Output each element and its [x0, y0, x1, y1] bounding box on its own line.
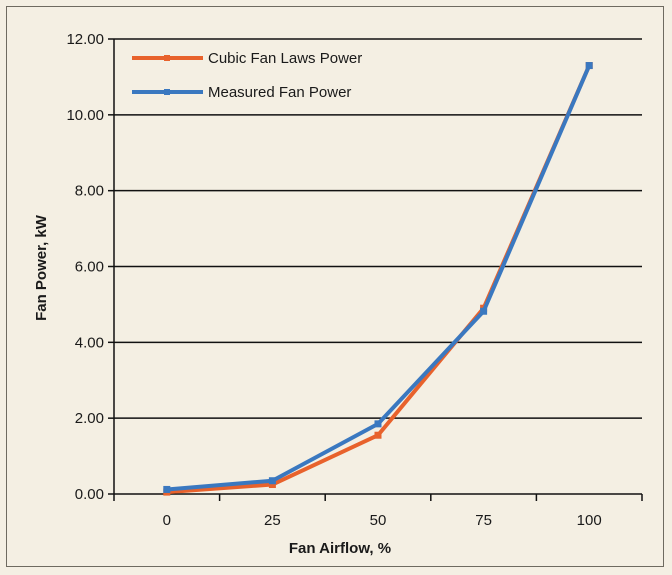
x-tick-label-4: 100 — [577, 512, 602, 529]
legend-item-measured: Measured Fan Power — [132, 84, 351, 101]
legend-label-measured: Measured Fan Power — [208, 84, 351, 101]
series-0-point-2 — [374, 431, 382, 439]
y-tick-label-4: 8.00 — [75, 183, 104, 200]
legend-marker-measured — [164, 89, 170, 95]
grid-layer — [114, 38, 642, 495]
y-axis-title: Fan Power, kW — [33, 214, 50, 321]
series-1-point-2 — [374, 420, 382, 428]
legend-item-cubic: Cubic Fan Laws Power — [132, 50, 362, 67]
legend-label-cubic: Cubic Fan Laws Power — [208, 50, 362, 67]
series-line-0 — [166, 64, 592, 495]
series-0-point-1 — [268, 481, 276, 489]
y-tick-label-0: 0.00 — [75, 486, 104, 503]
y-tick-label-1: 2.00 — [75, 410, 104, 427]
y-tick-label-6: 12.00 — [66, 31, 104, 48]
series-1-point-3 — [480, 307, 488, 315]
x-tick-label-0: 0 — [163, 512, 171, 529]
x-tick-label-2: 50 — [370, 512, 387, 529]
y-tick-label-2: 4.00 — [75, 334, 104, 351]
y-tick-label-5: 10.00 — [66, 107, 104, 124]
x-tick-label-1: 25 — [264, 512, 281, 529]
series-layer — [163, 62, 593, 496]
series-1-point-0 — [163, 485, 171, 493]
y-tick-label-3: 6.00 — [75, 259, 104, 276]
legend-marker-cubic — [164, 55, 170, 61]
series-1-point-4 — [585, 62, 593, 70]
axis-layer: 0.00 2.00 4.00 6.00 8.00 10.00 12.00 0 25 50 75 100 — [66, 31, 643, 529]
x-axis-title: Fan Airflow, % — [289, 540, 391, 557]
legend: Cubic Fan Laws Power Measured Fan Power — [122, 44, 392, 114]
x-tick-label-3: 75 — [475, 512, 492, 529]
series-1-point-1 — [268, 477, 276, 485]
